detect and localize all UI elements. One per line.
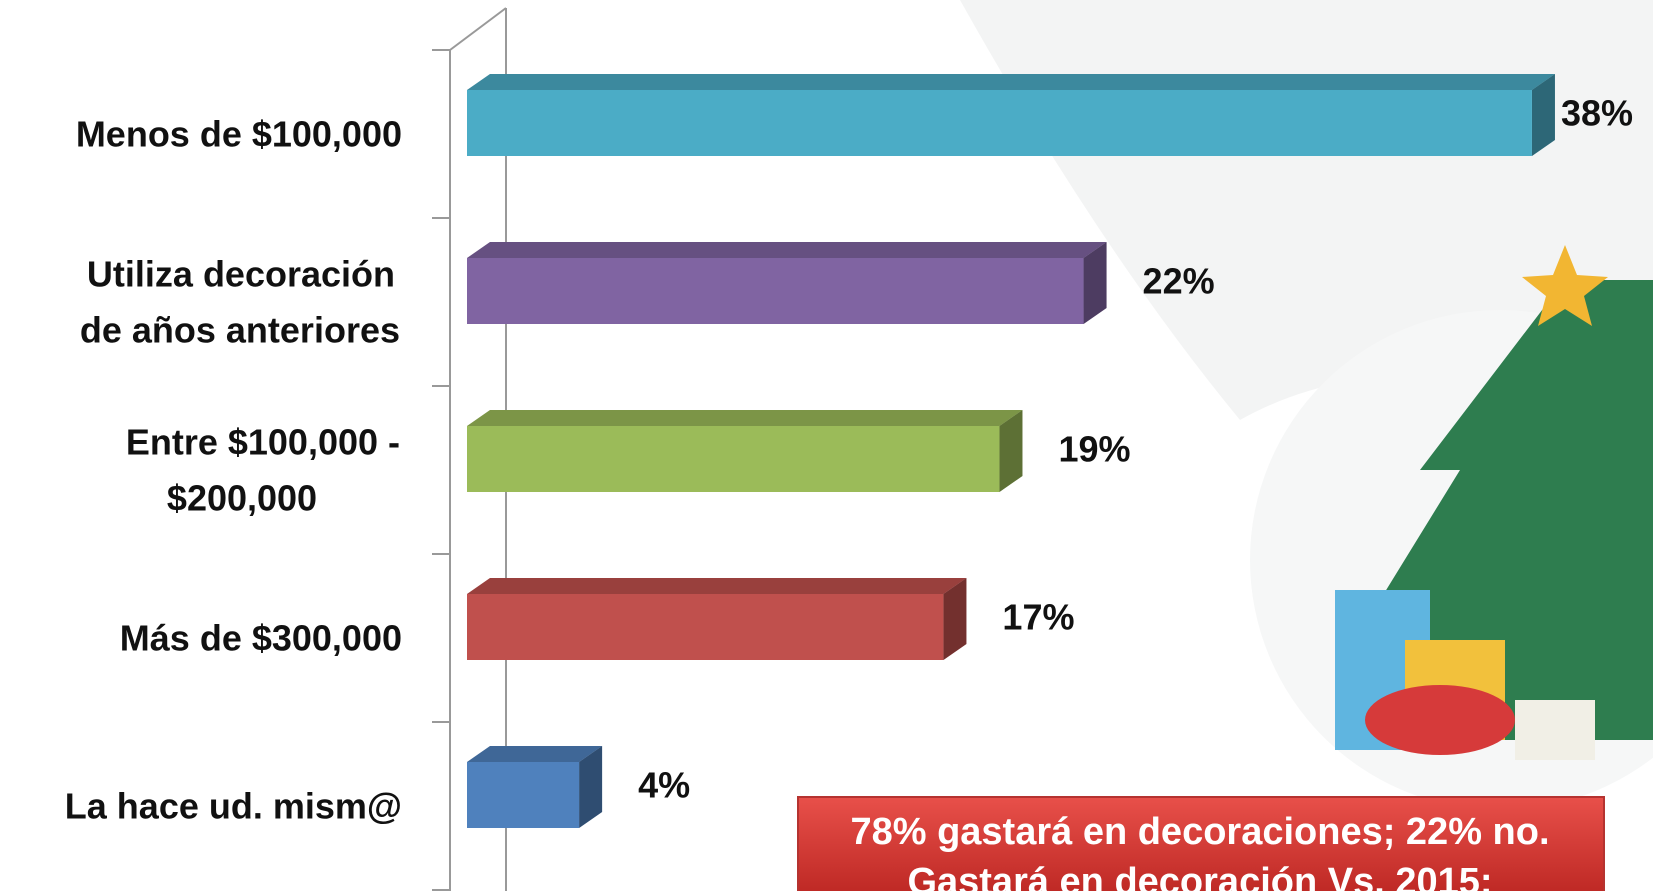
- value-label: 17%: [1002, 597, 1074, 638]
- annotation: Gastará en decoración Vs. 2015:: [907, 861, 1492, 891]
- category-label: La hace ud. mism@: [65, 786, 402, 827]
- bar: [467, 762, 580, 828]
- bar-top-shade: [467, 578, 967, 594]
- category-label: de años anteriores: [80, 310, 400, 351]
- bar-side: [943, 578, 967, 660]
- annotation: 78% gastará en decoraciones; 22% no.: [850, 811, 1549, 853]
- bar-side: [1083, 242, 1107, 324]
- category-label: $200,000: [167, 478, 317, 519]
- bar-top: [467, 746, 603, 762]
- category-label: Más de $300,000: [120, 618, 402, 659]
- bar-3d: [467, 578, 967, 660]
- value-label: 38%: [1561, 93, 1633, 134]
- bar: [467, 258, 1084, 324]
- value-label: 4%: [638, 765, 690, 806]
- bar-top-shade: [467, 242, 1107, 258]
- bar-side-shade: [579, 746, 603, 828]
- bar-top: [467, 578, 967, 594]
- bar-3d: [467, 74, 1555, 156]
- value-label: 22%: [1143, 261, 1215, 302]
- annotation-box: 78% gastará en decoraciones; 22% no. Gas…: [797, 796, 1605, 891]
- bar-side: [579, 746, 603, 828]
- bar-top: [467, 74, 1555, 90]
- bar-side: [999, 410, 1023, 492]
- bar-top-shade: [467, 746, 603, 762]
- bar-3d: [467, 242, 1107, 324]
- bar-side-shade: [1083, 242, 1107, 324]
- value-label: 19%: [1058, 429, 1130, 470]
- category-label: Utiliza decoración: [87, 254, 395, 295]
- bar: [467, 426, 1000, 492]
- bar-side: [1531, 74, 1555, 156]
- bar-top-shade: [467, 74, 1555, 90]
- bar-side-shade: [943, 578, 967, 660]
- bar-top: [467, 242, 1107, 258]
- bar-top-shade: [467, 410, 1023, 426]
- bar-top: [467, 410, 1023, 426]
- bar-3d: [467, 410, 1023, 492]
- bar-3d: [467, 746, 603, 828]
- bar: [467, 90, 1532, 156]
- category-label: Entre $100,000 -: [126, 422, 400, 463]
- bar-side-shade: [1531, 74, 1555, 156]
- category-label: Menos de $100,000: [76, 114, 402, 155]
- bar: [467, 594, 944, 660]
- bar-side-shade: [999, 410, 1023, 492]
